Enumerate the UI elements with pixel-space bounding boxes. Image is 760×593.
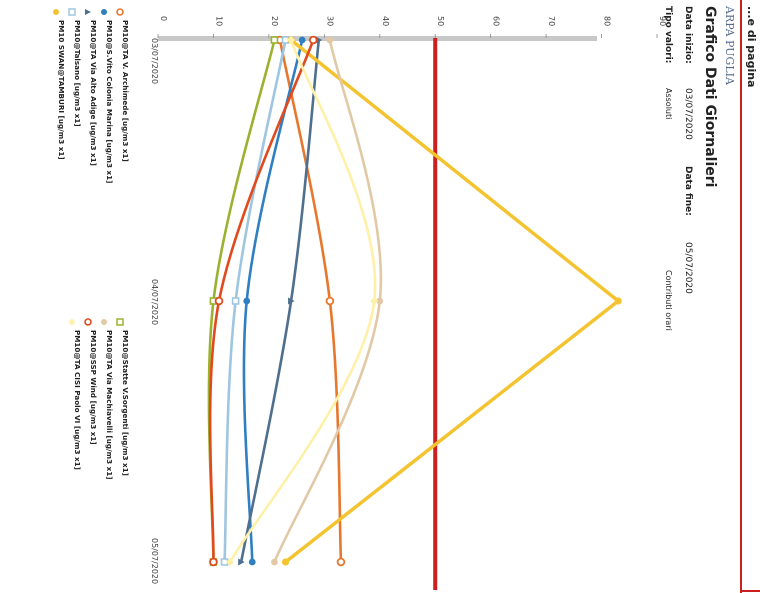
y-tick-label: 0	[159, 16, 168, 21]
y-tick-label: 40	[381, 16, 390, 26]
data-point-s4-2	[231, 297, 240, 305]
brand-logo-text: ARPA PUGLIA	[723, 5, 736, 86]
legend-label-3: PM10@TA Via Alto Adige [ug/m3 x1]	[89, 20, 98, 166]
data-point-s5-3	[281, 558, 290, 566]
end-date-value: 05/07/2020	[683, 242, 693, 294]
legend-marker-4	[68, 8, 76, 16]
data-point-s6-1	[270, 36, 279, 44]
x-tick-label: 03/07/2020	[150, 38, 159, 84]
data-point-s8-1	[308, 35, 318, 45]
legend-marker-5	[53, 9, 59, 15]
series-line-5	[284, 38, 622, 564]
y-tick-label: 60	[492, 16, 501, 26]
legend-label-6: PM10@Statte V.Sorgenti [ug/m3 x1]	[121, 330, 130, 476]
x-axis-line	[158, 36, 597, 41]
y-tick-label: 70	[547, 16, 556, 26]
legend-label-8: PM10@SSP Wind [ug/m3 x1]	[89, 330, 98, 445]
data-point-s3-1	[315, 36, 323, 44]
data-point-s7-1	[326, 36, 334, 44]
legend-marker-3	[85, 9, 91, 15]
legend-marker-9	[68, 318, 76, 326]
data-point-s8-3	[209, 557, 218, 567]
legend-label-9: PM10@TA CISI Paolo VI [ug/m3 x1]	[73, 330, 82, 470]
data-point-s9-1	[287, 36, 296, 44]
data-point-s9-3	[226, 558, 235, 566]
legend-marker-7	[101, 319, 107, 325]
y-tick-label: 50	[436, 16, 445, 26]
legend-marker-1	[116, 8, 124, 16]
data-point-s2-1	[298, 36, 306, 44]
y-tick-label: 20	[270, 16, 279, 26]
y-tick-label: 80	[603, 16, 612, 26]
end-date-label: Data fine:	[683, 166, 693, 216]
page-title: Grafico Dati Giornalieri	[702, 6, 718, 187]
data-point-s8-2	[214, 296, 224, 306]
legend-marker-2	[101, 9, 107, 15]
start-date-value: 03/07/2020	[683, 88, 693, 140]
legend-label-7: PM10@TA Via Machiavelli [ug/m3 x1]	[105, 330, 114, 480]
value-type-label: Tipo valori:	[663, 6, 673, 63]
legend-label-2: PM10@S.Vito Colonia Marina [ug/m3 x1]	[105, 20, 114, 183]
value-type-value: Assoluti	[664, 88, 673, 119]
x-tick-label: 04/07/2020	[150, 279, 159, 325]
legend-label-5: PM10 SWAN@TAMBURI [ug/m3 x1]	[57, 20, 66, 160]
data-point-s1-2	[325, 296, 335, 306]
legend-marker-8	[84, 318, 92, 326]
legend-label-1: PM10@TA V. Archimede [ug/m3 x1]	[121, 20, 130, 162]
y-tick-label: 10	[214, 16, 223, 26]
y-tick-label: 30	[325, 16, 334, 26]
data-point-s1-3	[336, 557, 346, 567]
data-point-s2-2	[243, 297, 251, 305]
data-point-s7-3	[271, 558, 278, 566]
contributions-label: Contributi orari	[664, 270, 673, 331]
start-date-label: Data inizio:	[683, 6, 693, 64]
data-point-s3-2	[288, 297, 295, 305]
data-point-s9-2	[370, 297, 379, 305]
x-tick-label: 05/07/2020	[150, 538, 159, 584]
data-point-s5-2	[614, 297, 622, 305]
y-tick-label: 90	[658, 16, 667, 26]
series-line-9	[228, 39, 377, 563]
data-point-s3-3	[238, 558, 245, 566]
data-point-s7-2	[376, 297, 384, 305]
legend-label-4: PM10@Talsano [ug/m3 x1]	[73, 20, 82, 127]
page-header-fragment: ...e di pagina	[745, 6, 758, 88]
data-point-s2-3	[248, 558, 256, 566]
legend-marker-6	[116, 318, 124, 326]
